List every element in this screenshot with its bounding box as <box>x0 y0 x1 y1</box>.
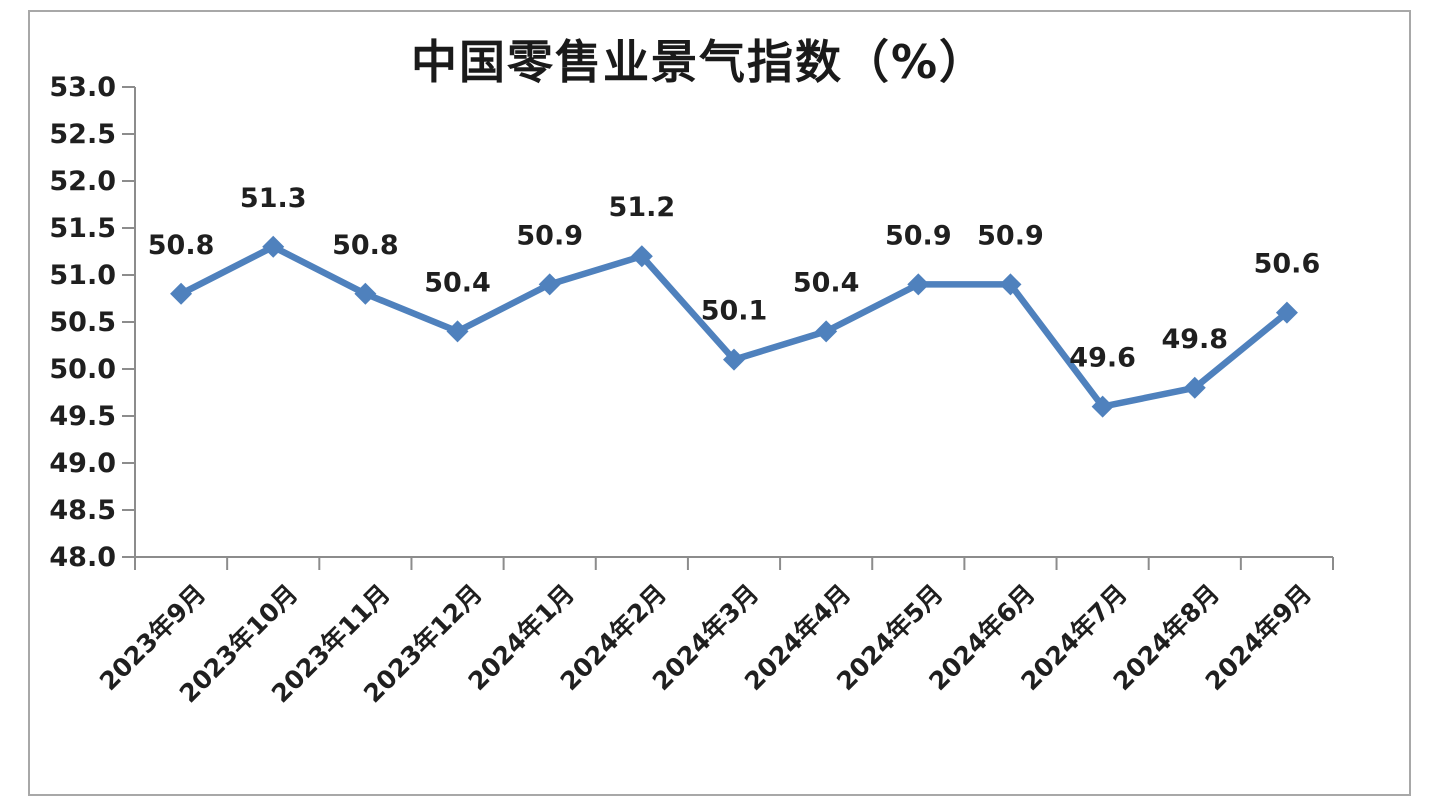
data-point-marker <box>446 320 469 343</box>
y-axis-tick-label: 51.5 <box>49 213 116 244</box>
data-point-label: 50.8 <box>148 230 215 261</box>
data-point-marker <box>1091 395 1114 418</box>
data-point-label: 50.9 <box>977 220 1044 251</box>
data-point-marker <box>723 348 745 371</box>
y-axis-tick-label: 51.0 <box>49 260 116 291</box>
data-point-label: 51.3 <box>240 183 307 214</box>
data-point-marker <box>170 282 193 305</box>
data-point-marker <box>354 282 377 305</box>
y-axis-tick-label: 49.5 <box>49 401 116 432</box>
data-point-marker <box>538 273 561 296</box>
data-point-marker <box>907 273 930 296</box>
chart-title: 中国零售业景气指数（%） <box>410 35 988 89</box>
data-point-marker <box>262 235 285 258</box>
chart-border-frame <box>28 10 1411 796</box>
data-point-label: 50.8 <box>332 230 399 261</box>
y-axis-tick-label: 48.5 <box>49 495 116 526</box>
data-point-marker <box>630 245 653 268</box>
y-axis-tick-label: 49.0 <box>49 448 116 479</box>
y-axis-tick-label: 50.0 <box>49 354 116 385</box>
data-point-label: 51.2 <box>609 192 676 223</box>
data-point-marker <box>1275 301 1298 324</box>
y-axis-tick-label: 52.5 <box>49 119 116 150</box>
series-line <box>177 243 1291 410</box>
y-axis-tick-label: 53.0 <box>49 72 116 103</box>
y-axis-tick-label: 52.0 <box>49 166 116 197</box>
data-point-marker <box>999 273 1022 296</box>
data-point-label: 50.9 <box>885 220 952 251</box>
data-point-label: 50.1 <box>701 296 768 327</box>
data-point-marker <box>1183 376 1206 399</box>
y-axis-tick-label: 48.0 <box>49 542 116 573</box>
data-point-label: 50.4 <box>424 267 491 298</box>
data-point-label: 50.9 <box>516 220 583 251</box>
data-point-label: 50.6 <box>1254 249 1321 280</box>
data-point-label: 50.4 <box>793 267 860 298</box>
data-point-marker <box>815 320 838 343</box>
y-axis-tick-label: 50.5 <box>49 307 116 338</box>
data-point-label: 49.8 <box>1161 324 1228 355</box>
data-point-label: 49.6 <box>1069 343 1136 374</box>
